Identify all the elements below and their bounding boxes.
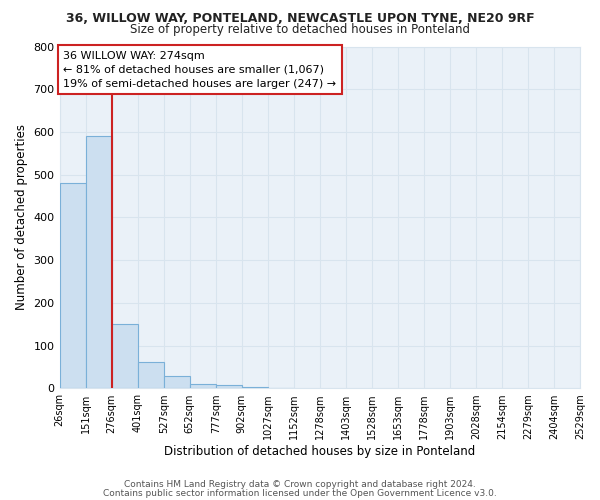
Bar [215,386,242,388]
Y-axis label: Number of detached properties: Number of detached properties [15,124,28,310]
Bar [190,384,215,388]
Text: Size of property relative to detached houses in Ponteland: Size of property relative to detached ho… [130,22,470,36]
Text: Contains HM Land Registry data © Crown copyright and database right 2024.: Contains HM Land Registry data © Crown c… [124,480,476,489]
Text: 36 WILLOW WAY: 274sqm
← 81% of detached houses are smaller (1,067)
19% of semi-d: 36 WILLOW WAY: 274sqm ← 81% of detached … [64,51,337,89]
Bar [86,136,112,388]
Bar [242,387,268,388]
Bar [137,362,164,388]
Text: 36, WILLOW WAY, PONTELAND, NEWCASTLE UPON TYNE, NE20 9RF: 36, WILLOW WAY, PONTELAND, NEWCASTLE UPO… [65,12,535,26]
Text: Contains public sector information licensed under the Open Government Licence v3: Contains public sector information licen… [103,488,497,498]
Bar [112,324,137,388]
Bar [164,376,190,388]
X-axis label: Distribution of detached houses by size in Ponteland: Distribution of detached houses by size … [164,444,475,458]
Bar [59,184,86,388]
